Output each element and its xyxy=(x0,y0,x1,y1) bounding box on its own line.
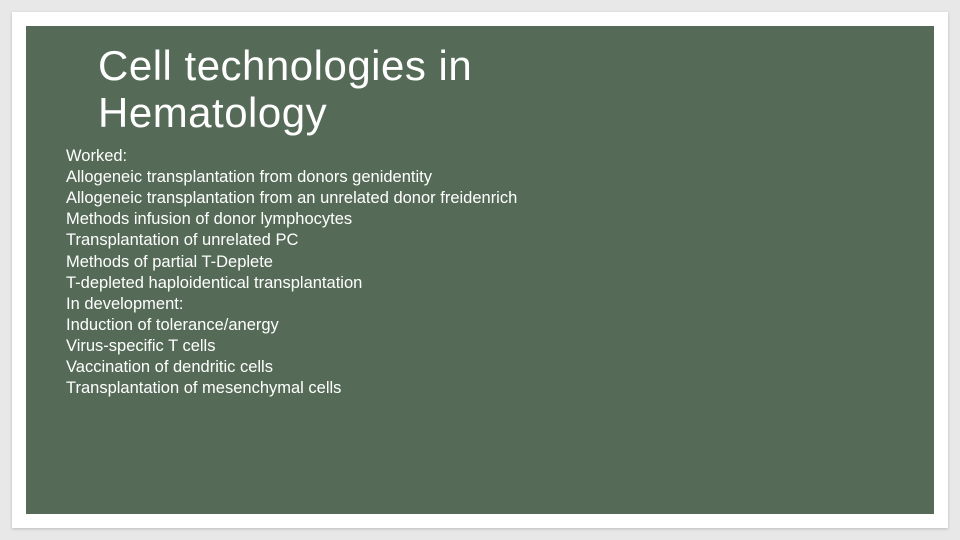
body-line: Virus-specific T cells xyxy=(66,336,517,357)
body-line: Methods infusion of donor lymphocytes xyxy=(66,209,517,230)
slide-panel: Cell technologies in Hematology Worked: … xyxy=(24,24,936,516)
title-line-2: Hematology xyxy=(98,89,472,136)
body-line: Vaccination of dendritic cells xyxy=(66,357,517,378)
slide-frame: Cell technologies in Hematology Worked: … xyxy=(12,12,948,528)
body-line: Methods of partial T-Deplete xyxy=(66,252,517,273)
body-line: Allogeneic transplantation from donors g… xyxy=(66,167,517,188)
body-line: Worked: xyxy=(66,146,517,167)
slide-body: Worked: Allogeneic transplantation from … xyxy=(66,146,517,399)
body-line: T-depleted haploidentical transplantatio… xyxy=(66,273,517,294)
title-line-1: Cell technologies in xyxy=(98,42,472,89)
body-line: Induction of tolerance/anergy xyxy=(66,315,517,336)
body-line: Transplantation of mesenchymal cells xyxy=(66,378,517,399)
body-line: In development: xyxy=(66,294,517,315)
body-line: Transplantation of unrelated PC xyxy=(66,230,517,251)
body-line: Allogeneic transplantation from an unrel… xyxy=(66,188,517,209)
slide-title: Cell technologies in Hematology xyxy=(98,42,472,136)
